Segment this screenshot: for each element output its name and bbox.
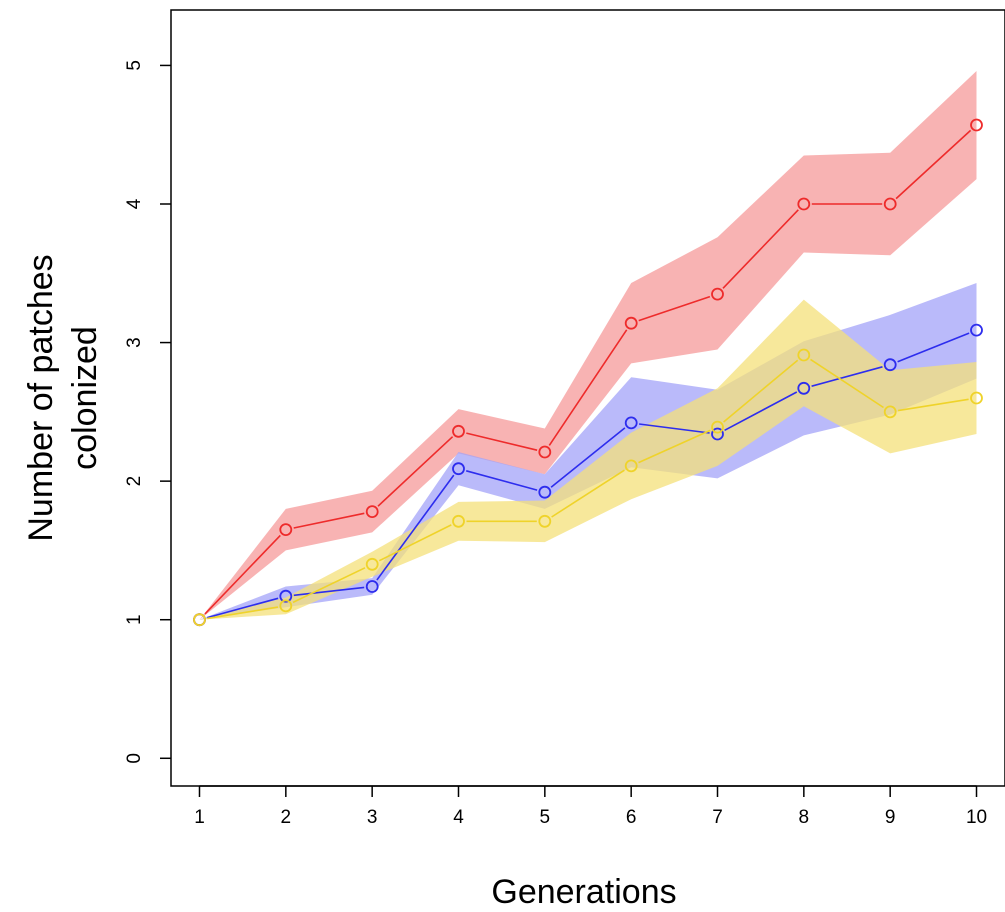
series-3-segment <box>292 567 366 604</box>
series-2-point <box>538 485 552 499</box>
y-tick-label: 0 <box>124 753 145 764</box>
y-tick-label: 3 <box>124 337 145 348</box>
series-3-point <box>365 557 379 571</box>
series-2-segment <box>206 597 279 619</box>
series-2-segment <box>376 474 455 581</box>
series-1-point <box>711 287 724 301</box>
series-1-segment <box>204 534 281 615</box>
series-3-point <box>279 599 293 613</box>
series-2-segment <box>293 586 365 597</box>
series-2-segment <box>465 470 538 491</box>
x-tick-label: 6 <box>626 807 637 828</box>
x-tick-label: 7 <box>712 807 723 828</box>
series-3-point <box>538 514 552 528</box>
series-1-point <box>624 316 638 330</box>
series-2-segment <box>550 427 626 488</box>
x-axis-title: Generations <box>491 873 676 911</box>
series-1-point <box>365 505 379 519</box>
x-tick-label: 8 <box>799 807 810 828</box>
series-3-segment <box>810 358 884 409</box>
y-axis-title-line-2: colonized <box>66 326 104 470</box>
y-tick-label: 4 <box>124 198 145 209</box>
series-3-point <box>193 613 206 627</box>
series-3-point <box>711 420 724 434</box>
series-3-segment <box>551 469 625 518</box>
series-2-point <box>279 589 293 603</box>
series-3-segment <box>207 606 279 620</box>
series-2-segment <box>811 366 883 387</box>
x-tick-label: 9 <box>885 807 896 828</box>
series-1-segment <box>377 436 454 507</box>
series-3-point <box>970 391 983 405</box>
x-tick-label: 5 <box>540 807 551 828</box>
confidence-band-3 <box>199 299 977 620</box>
series-3-segment <box>723 359 799 423</box>
series-points <box>193 118 983 627</box>
confidence-band-1 <box>199 71 977 620</box>
series-2-segment <box>897 332 970 363</box>
series-2-segment <box>638 423 710 434</box>
series-1-segment <box>638 295 711 322</box>
series-2-point <box>711 427 724 441</box>
y-tick-label: 5 <box>124 60 145 71</box>
series-1-point <box>538 445 552 459</box>
series-2-point <box>883 358 897 372</box>
confidence-band-2 <box>199 283 977 620</box>
series-3-point <box>797 348 811 362</box>
series-3-point <box>624 459 638 473</box>
series-3-point <box>452 514 465 528</box>
series-2-point <box>365 580 379 593</box>
series-1-point <box>279 523 293 536</box>
x-axis: 1 2 3 4 5 6 7 8 9 10 <box>194 785 987 828</box>
series-lines <box>204 129 972 620</box>
y-tick-label: 1 <box>124 614 145 625</box>
confidence-bands <box>199 71 977 620</box>
series-3-point <box>883 405 897 419</box>
series-2-point <box>970 323 983 337</box>
x-tick-label: 10 <box>966 807 987 828</box>
series-1-point <box>452 424 465 438</box>
x-tick-label: 4 <box>453 807 464 828</box>
y-axis-title-line-1: Number of patches <box>22 254 60 541</box>
series-2-point <box>452 462 465 476</box>
series-3-segment <box>638 429 711 464</box>
series-2-segment <box>724 391 798 432</box>
series-1-point <box>797 197 811 211</box>
series-3-segment <box>897 398 969 412</box>
series-1-segment <box>293 512 365 529</box>
series-1-point <box>970 118 983 132</box>
series-2-point <box>624 416 638 430</box>
y-tick-label: 2 <box>124 476 145 487</box>
series-3-segment <box>378 524 452 562</box>
series-1-segment <box>466 432 538 451</box>
x-tick-label: 1 <box>194 807 205 828</box>
series-1-segment <box>895 129 972 200</box>
x-tick-label: 3 <box>367 807 378 828</box>
series-1-segment <box>548 329 628 446</box>
x-tick-label: 2 <box>281 807 292 828</box>
y-axis: 0 1 2 3 4 5 <box>124 60 171 764</box>
series-1-point <box>883 197 897 211</box>
series-2-point <box>797 381 811 395</box>
series-1-segment <box>722 209 799 289</box>
